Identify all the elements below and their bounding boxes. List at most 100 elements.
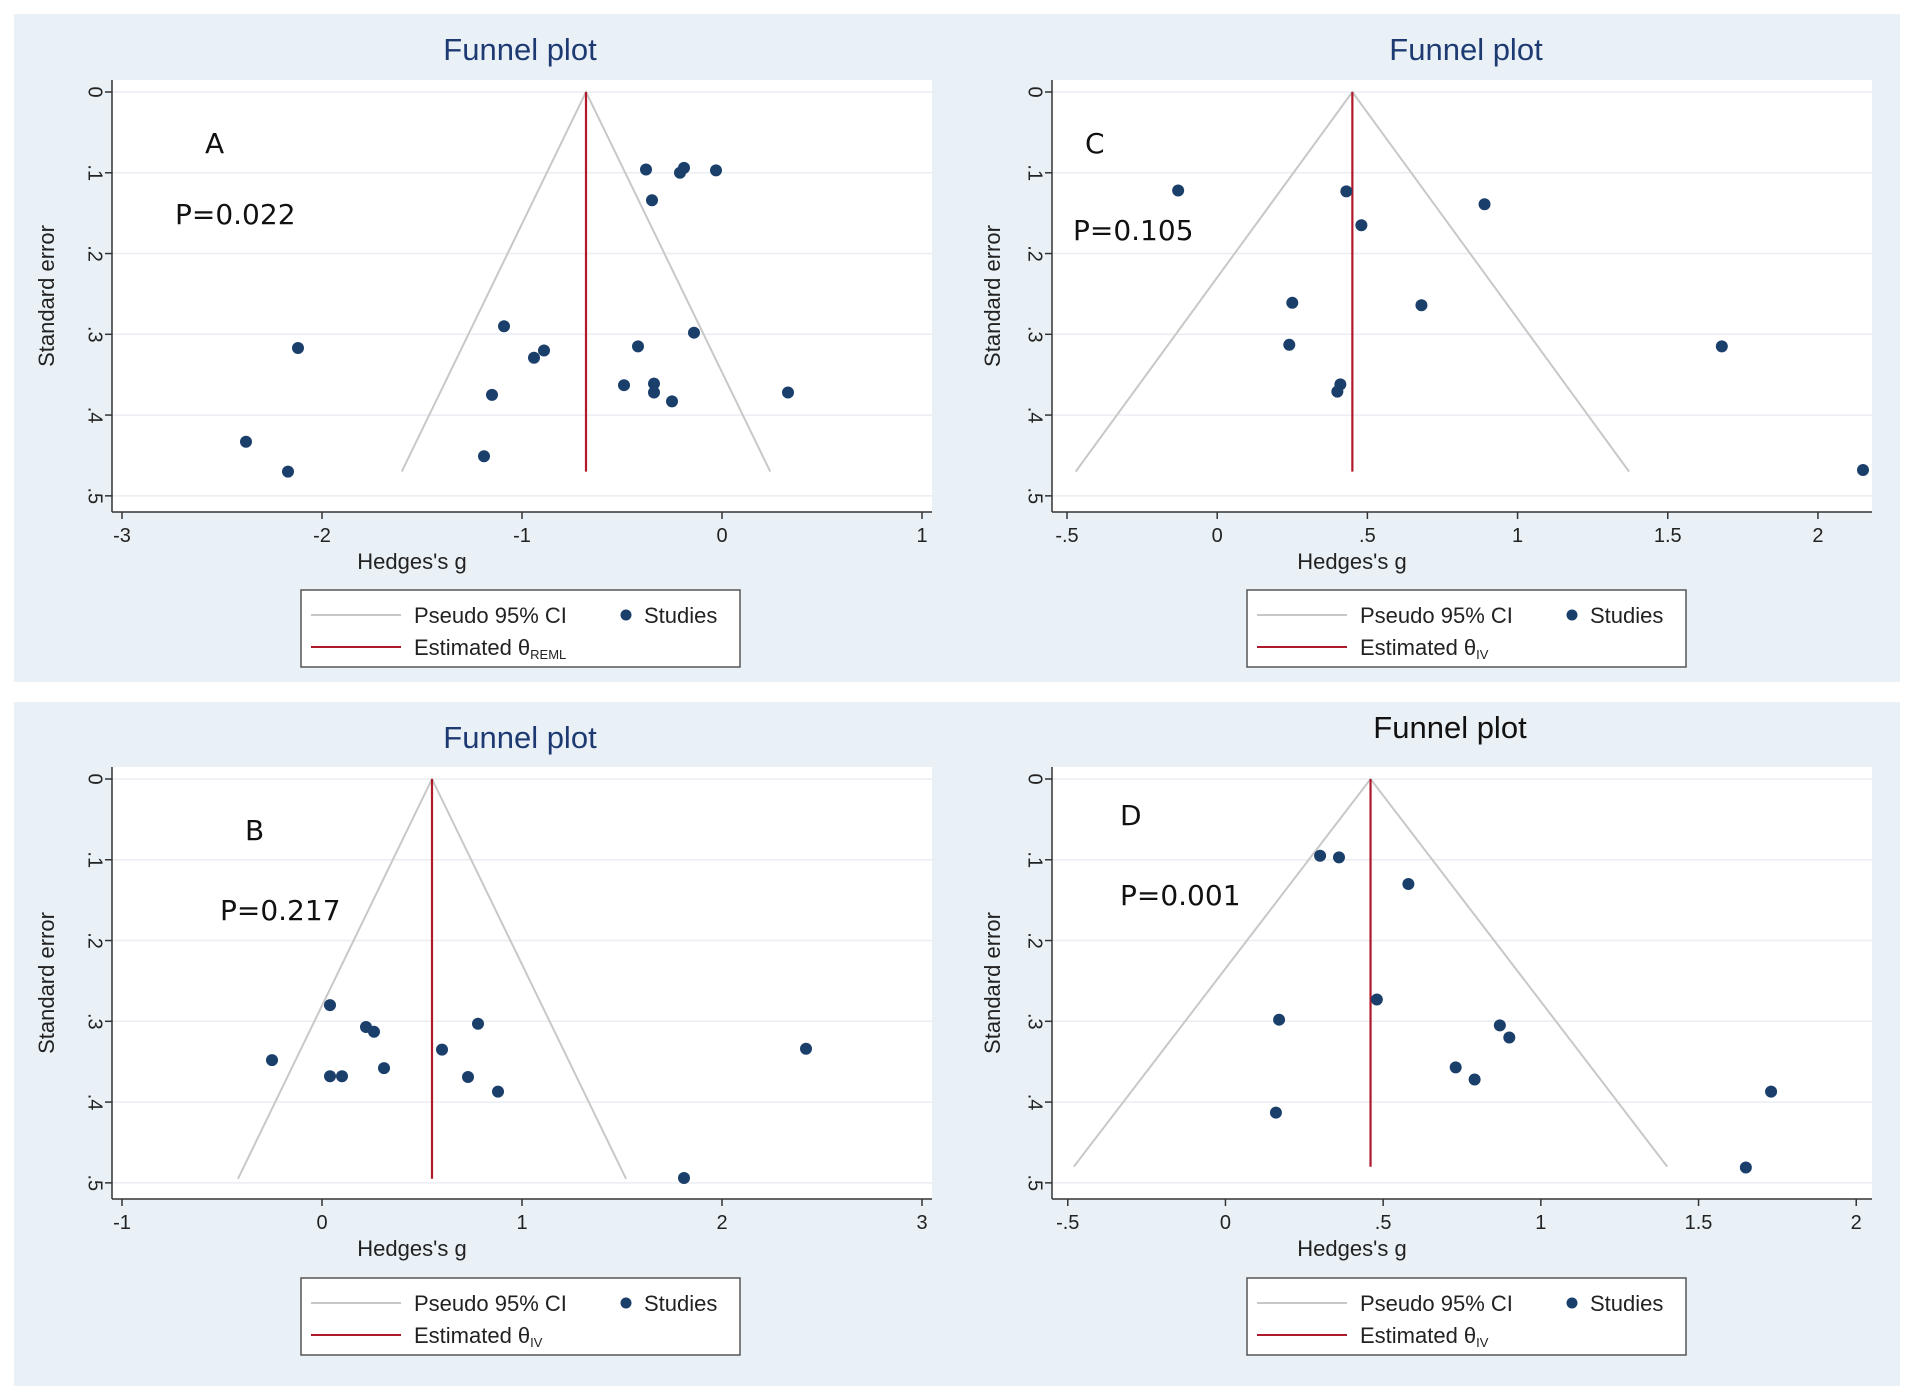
y-tick-label: .2 xyxy=(84,932,106,949)
panel-label: C xyxy=(1085,127,1105,160)
panels: 0 .1 .2 .3 .4 .5 -3 -2 -1 0 1 Hedges's g Standard er… xyxy=(14,14,1900,1386)
study-point xyxy=(492,1085,504,1098)
legend-box xyxy=(300,589,741,668)
study-point xyxy=(292,342,304,355)
x-tick-label: -1 xyxy=(113,1212,131,1234)
x-tick-label: -.5 xyxy=(1056,1212,1079,1234)
study-point xyxy=(678,1172,690,1184)
x-tick-label: .5 xyxy=(1375,1212,1392,1234)
study-point xyxy=(800,1042,812,1055)
study-point xyxy=(538,344,550,357)
study-point xyxy=(378,1062,390,1075)
study-point xyxy=(1273,1013,1286,1026)
study-point xyxy=(648,386,660,399)
study-point xyxy=(1493,1019,1506,1032)
legend-ci-label: Pseudo 95% CI xyxy=(1360,603,1513,628)
x-tick-label: .5 xyxy=(1359,525,1376,547)
x-tick-label: 1.5 xyxy=(1685,1212,1713,1234)
study-point xyxy=(1402,878,1415,890)
panel-label: A xyxy=(205,127,224,160)
study-point xyxy=(240,435,252,448)
y-tick-label: .2 xyxy=(1024,245,1046,262)
study-point xyxy=(472,1017,484,1030)
x-tick-label: 0 xyxy=(1220,1212,1231,1234)
y-tick-label: .4 xyxy=(1024,1094,1046,1111)
y-axis-title: Standard error xyxy=(980,912,1005,1054)
legend-estimate-label: Estimated θIV xyxy=(1360,1323,1489,1350)
x-axis-title: Hedges's g xyxy=(357,1236,466,1261)
y-tick-label: .1 xyxy=(1024,164,1046,181)
x-tick-label: -.5 xyxy=(1055,525,1078,547)
legend-studies-marker xyxy=(1566,609,1578,621)
study-point xyxy=(646,194,658,207)
study-point xyxy=(1269,1106,1282,1119)
panel-label: D xyxy=(1120,799,1142,832)
y-tick-label: .1 xyxy=(84,164,106,181)
study-point xyxy=(1415,299,1428,312)
y-tick-label: 0 xyxy=(1024,86,1046,97)
study-point xyxy=(782,386,794,399)
plot-area xyxy=(1052,767,1872,1199)
legend-box xyxy=(300,1277,741,1356)
y-axis-title: Standard error xyxy=(34,225,59,367)
y-tick-label: .2 xyxy=(84,245,106,262)
x-tick-label: 2 xyxy=(1851,1212,1862,1234)
study-point xyxy=(710,164,722,177)
y-tick-label: 0 xyxy=(84,86,106,97)
x-tick-label: 2 xyxy=(1812,525,1823,547)
plot-area xyxy=(112,767,932,1199)
x-tick-label: 2 xyxy=(716,1212,727,1234)
x-tick-label: -3 xyxy=(113,525,131,547)
legend-studies-marker xyxy=(1566,1297,1578,1309)
legend: Pseudo 95% CI Studies Estimated θIV xyxy=(1246,1277,1687,1356)
legend-studies-marker xyxy=(620,1297,632,1309)
p-value-annotation: P=0.105 xyxy=(1073,214,1194,247)
legend-estimate-subscript: IV xyxy=(530,1335,543,1350)
y-tick-label: .1 xyxy=(1024,851,1046,868)
legend-studies-label: Studies xyxy=(1590,603,1663,628)
study-point xyxy=(632,340,644,353)
y-tick-label: .2 xyxy=(1024,932,1046,949)
study-point xyxy=(1739,1161,1752,1174)
y-tick-label: .3 xyxy=(84,1013,106,1030)
y-tick-label: .4 xyxy=(84,1094,106,1111)
y-tick-label: .4 xyxy=(1024,407,1046,424)
study-point xyxy=(1503,1031,1516,1044)
y-tick-label: .3 xyxy=(1024,1013,1046,1030)
x-axis-title: Hedges's g xyxy=(357,549,466,574)
study-point xyxy=(1286,296,1299,309)
x-tick-label: 3 xyxy=(916,1212,927,1234)
study-point xyxy=(1172,184,1185,197)
x-tick-label: 0 xyxy=(1212,525,1223,547)
study-point xyxy=(1314,849,1327,862)
legend-estimate-subscript: IV xyxy=(1476,1335,1489,1350)
study-point xyxy=(1355,219,1368,232)
study-point xyxy=(368,1025,380,1038)
study-point xyxy=(1449,1061,1462,1074)
y-tick-label: .5 xyxy=(84,1175,106,1192)
y-axis-title: Standard error xyxy=(34,912,59,1054)
study-point xyxy=(1468,1073,1481,1086)
plot-area xyxy=(112,80,932,512)
x-tick-label: 0 xyxy=(716,525,727,547)
study-point xyxy=(336,1070,348,1083)
x-tick-label: 1 xyxy=(1512,525,1523,547)
x-tick-label: -1 xyxy=(513,525,531,547)
y-tick-label: .4 xyxy=(84,407,106,424)
panel-label: B xyxy=(245,814,264,847)
funnel-plot-panel-c: 0 .1 .2 .3 .4 .5 -.5 0 .5 1 1.5 2 Hedges's g Standard… xyxy=(960,14,1900,682)
study-point xyxy=(282,465,294,478)
legend-estimate-subscript: IV xyxy=(1476,647,1489,662)
study-point xyxy=(1283,338,1296,351)
funnel-plot-panel-d: 0 .1 .2 .3 .4 .5 -.5 0 .5 1 1.5 2 Hedges's g Standard… xyxy=(960,702,1900,1386)
study-point xyxy=(1370,993,1383,1006)
y-tick-label: 0 xyxy=(84,773,106,784)
study-point xyxy=(1715,340,1728,353)
y-tick-label: .3 xyxy=(1024,326,1046,343)
legend-studies-label: Studies xyxy=(644,603,717,628)
study-point xyxy=(528,351,540,364)
study-point xyxy=(674,166,686,179)
y-axis-title: Standard error xyxy=(980,225,1005,367)
study-point xyxy=(1331,385,1344,398)
